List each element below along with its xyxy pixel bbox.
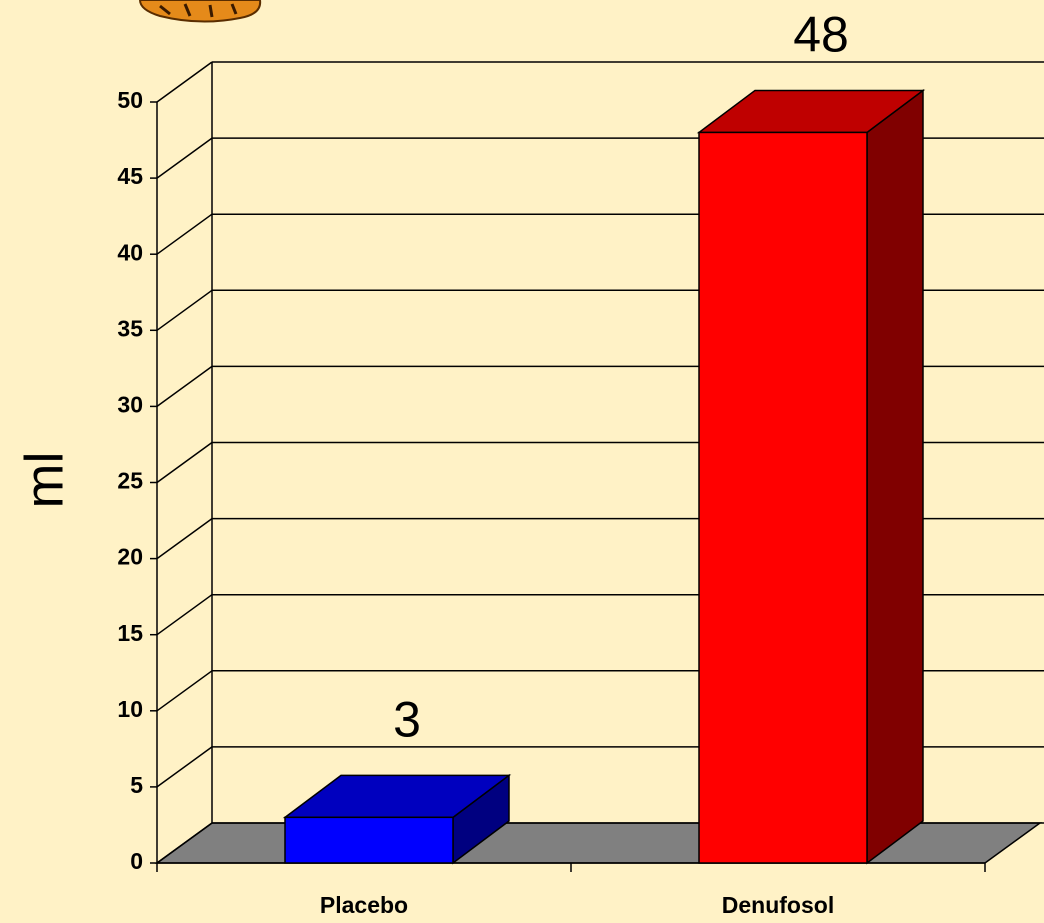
- y-tick-label: 50: [117, 87, 143, 113]
- y-axis-title: ml: [14, 452, 74, 509]
- grid-line: [157, 62, 212, 102]
- x-tick-label: Denufosol: [722, 892, 834, 918]
- mascot: [140, 0, 260, 22]
- grid-line: [157, 138, 212, 178]
- bar-side: [867, 90, 923, 863]
- grid-line: [157, 519, 212, 559]
- value-label: 3: [393, 692, 421, 748]
- y-tick-label: 25: [117, 468, 143, 494]
- y-tick-label: 45: [117, 163, 143, 189]
- x-tick-label: Placebo: [320, 892, 408, 918]
- chart: ml 0 5 10 15 20 25 30 35 40 45 50 Placebo 3 Denufosol…: [0, 0, 1044, 923]
- bar: [285, 817, 453, 863]
- y-tick-label: 40: [117, 239, 143, 265]
- grid-line: [157, 366, 212, 406]
- y-tick-label: 10: [117, 696, 143, 722]
- y-tick-label: 20: [117, 544, 143, 570]
- y-tick-label: 35: [117, 315, 143, 341]
- y-tick-label: 5: [130, 772, 143, 798]
- grid-line: [157, 290, 212, 330]
- grid-line: [157, 747, 212, 787]
- bar: [699, 132, 867, 863]
- grid-line: [157, 214, 212, 254]
- y-tick-label: 30: [117, 391, 143, 417]
- grid-line: [157, 443, 212, 483]
- y-tick-label: 0: [130, 848, 143, 874]
- value-label: 48: [793, 7, 849, 63]
- grid-line: [157, 595, 212, 635]
- y-tick-label: 15: [117, 620, 143, 646]
- grid-line: [157, 671, 212, 711]
- page: ml 0 5 10 15 20 25 30 35 40 45 50 Placebo 3 Denufosol…: [0, 0, 1044, 923]
